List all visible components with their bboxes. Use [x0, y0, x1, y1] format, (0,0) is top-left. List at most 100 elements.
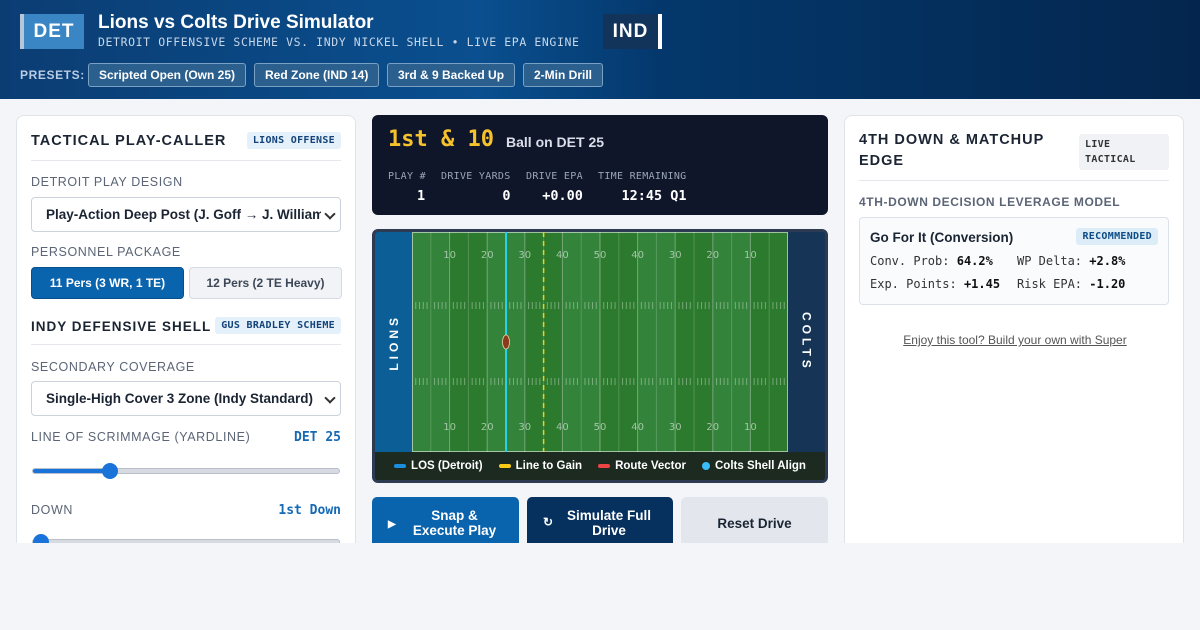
promo-link[interactable]: Enjoy this tool? Build your own with Sup… — [903, 333, 1127, 347]
offense-tag: LIONS OFFENSE — [246, 132, 341, 149]
turf-stripe — [637, 232, 676, 452]
play-design-select[interactable]: Play-Action Deep Post (J. Goff → J. Will… — [31, 197, 341, 232]
yard-number: 20 — [481, 422, 494, 433]
snap-execute-button[interactable]: ▶ Snap & Execute Play — [372, 497, 519, 549]
yard-number: 30 — [669, 250, 682, 261]
yard-number: 20 — [481, 250, 494, 261]
yard-number: 40 — [631, 422, 644, 433]
football-field: LIONS 10 10 20 20 30 30 40 40 50 50 40 40 30 30 20 20 10… — [372, 229, 828, 483]
left-endzone: LIONS — [375, 232, 412, 452]
kv-label: Exp. Points: — [870, 277, 957, 291]
matchup-edge-panel: 4TH DOWN & MATCHUP EDGE LIVE TACTICAL 4T… — [844, 115, 1184, 555]
football-icon — [502, 334, 510, 350]
stat-time-remaining: TIME REMAINING 12:45 Q1 — [598, 171, 687, 204]
wp-delta: WP Delta: +2.8% — [1017, 254, 1125, 268]
risk-epa: Risk EPA: -1.20 — [1017, 277, 1125, 291]
turf-stripe — [712, 232, 751, 452]
yard-number: 50 — [594, 250, 607, 261]
conv-prob: Conv. Prob: 64.2% — [870, 254, 993, 268]
exp-points: Exp. Points: +1.45 — [870, 277, 1000, 291]
field-turf: 10 10 20 20 30 30 40 40 50 50 40 40 30 30 20 20 10 10 — [412, 232, 788, 452]
stat-label: DRIVE EPA — [526, 171, 583, 182]
play-design-value: Play-Action Deep Post (J. Goff → J. Will… — [46, 207, 321, 222]
legend-label: Line to Gain — [515, 460, 583, 472]
legend-label: LOS (Detroit) — [411, 460, 483, 472]
kv-value: 64.2% — [956, 254, 993, 268]
turf-stripe — [675, 232, 713, 452]
field-border — [412, 232, 788, 452]
turf-stripe — [750, 232, 788, 452]
down-and-distance: 1st & 10 — [388, 127, 494, 152]
down-value: 1st Down — [278, 503, 341, 518]
scoreboard: 1st & 10 Ball on DET 25 PLAY # 1 DRIVE Y… — [372, 115, 828, 215]
presets-label: PRESETS: — [20, 68, 85, 82]
los-label: LINE OF SCRIMMAGE (YARDLINE) — [31, 430, 251, 444]
legend-item-los: LOS (Detroit) — [394, 460, 483, 472]
chevron-down-icon — [324, 392, 336, 404]
stat-label: TIME REMAINING — [598, 171, 687, 182]
divider — [31, 344, 341, 345]
personnel-option-12[interactable]: 12 Pers (2 TE Heavy) — [189, 267, 342, 299]
los-value: DET 25 — [294, 430, 341, 445]
defense-tag: GUS BRADLEY SCHEME — [215, 317, 341, 334]
right-endzone: COLTS — [788, 232, 825, 452]
coverage-select[interactable]: Single-High Cover 3 Zone (Indy Standard) — [31, 381, 341, 416]
divider — [31, 160, 341, 161]
right-endzone-label: COLTS — [799, 312, 814, 372]
yard-number: 10 — [443, 422, 456, 433]
panel-title: TACTICAL PLAY-CALLER — [31, 133, 227, 149]
yard-number: 30 — [518, 250, 531, 261]
coverage-value: Single-High Cover 3 Zone (Indy Standard) — [46, 391, 314, 406]
legend-swatch — [702, 462, 710, 470]
personnel-label: PERSONNEL PACKAGE — [31, 245, 181, 259]
legend-swatch — [598, 464, 611, 468]
stat-value: 1 — [417, 188, 426, 204]
los-slider[interactable] — [32, 463, 340, 479]
refresh-icon: ↻ — [543, 515, 554, 529]
tactical-play-caller-panel: TACTICAL PLAY-CALLER LIONS OFFENSE DETRO… — [16, 115, 356, 555]
live-tactical-tag: LIVE TACTICAL — [1079, 134, 1169, 170]
stat-drive-epa: DRIVE EPA +0.00 — [526, 171, 583, 204]
yard-number: 10 — [744, 250, 757, 261]
legend-swatch — [394, 464, 407, 468]
los-slider-thumb[interactable] — [101, 463, 118, 479]
stat-value: 0 — [502, 188, 511, 204]
decision-card: Go For It (Conversion) RECOMMENDED Conv.… — [859, 217, 1169, 305]
yard-number: 20 — [706, 250, 719, 261]
kv-value: +2.8% — [1089, 254, 1126, 268]
recommended-badge: RECOMMENDED — [1076, 228, 1158, 245]
los-slider-fill — [33, 469, 110, 473]
simulate-drive-button[interactable]: ↻ Simulate Full Drive — [527, 497, 673, 549]
yard-number: 30 — [518, 422, 531, 433]
personnel-option-11[interactable]: 11 Pers (3 WR, 1 TE) — [31, 267, 184, 299]
stat-value: 12:45 Q1 — [621, 188, 687, 204]
kv-label: Conv. Prob: — [870, 254, 950, 268]
reset-drive-button[interactable]: Reset Drive — [681, 497, 828, 549]
model-label: 4TH-DOWN DECISION LEVERAGE MODEL — [859, 195, 1121, 209]
stat-label: DRIVE YARDS — [441, 171, 511, 182]
page-background — [0, 543, 1200, 630]
yard-number: 50 — [594, 422, 607, 433]
divider — [859, 180, 1169, 181]
yard-number: 10 — [443, 250, 456, 261]
away-team-badge: IND — [603, 14, 662, 49]
yard-number: 10 — [744, 422, 757, 433]
preset-button-scripted-open[interactable]: Scripted Open (Own 25) — [88, 63, 247, 87]
legend-label: Route Vector — [615, 460, 686, 472]
stat-value: +0.00 — [542, 188, 583, 204]
legend-item-colts-shell: Colts Shell Align — [702, 460, 806, 472]
panel-title: 4TH DOWN & MATCHUP EDGE — [859, 132, 1045, 169]
yard-number: 40 — [556, 422, 569, 433]
yard-number: 40 — [631, 250, 644, 261]
coverage-label: SECONDARY COVERAGE — [31, 360, 195, 374]
turf-stripe — [600, 232, 638, 452]
preset-button-third-and-nine[interactable]: 3rd & 9 Backed Up — [387, 63, 516, 87]
turf-stripe — [449, 232, 488, 452]
preset-button-red-zone[interactable]: Red Zone (IND 14) — [254, 63, 380, 87]
kv-label: WP Delta: — [1017, 254, 1083, 268]
play-design-label: DETROIT PLAY DESIGN — [31, 175, 183, 189]
defense-section-title: INDY DEFENSIVE SHELL — [31, 319, 212, 334]
preset-button-two-min-drill[interactable]: 2-Min Drill — [523, 63, 604, 87]
down-label: DOWN — [31, 503, 73, 517]
legend-item-line-to-gain: Line to Gain — [498, 460, 583, 472]
